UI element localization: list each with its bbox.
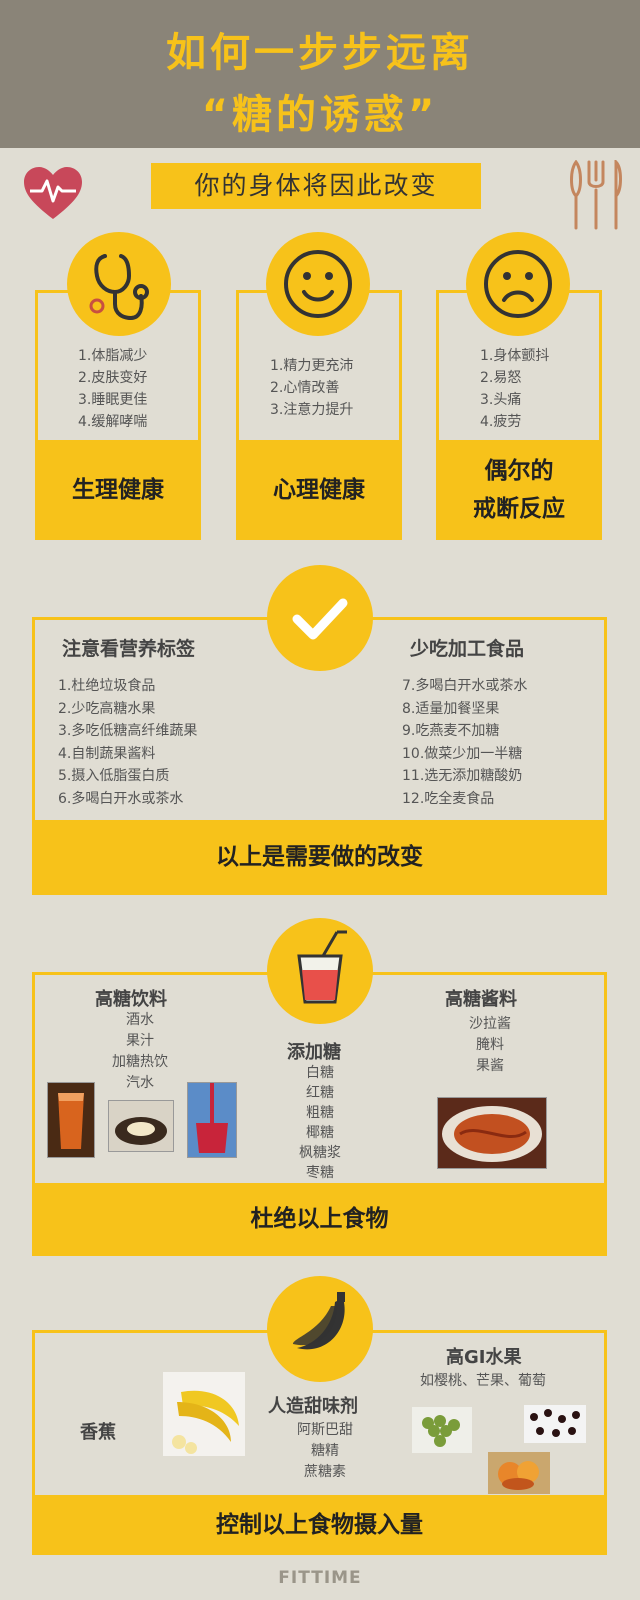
benefit-circle-1: [67, 232, 171, 336]
list-item: 阿斯巴甜: [297, 1422, 353, 1438]
list-item: 4.疲劳: [480, 414, 522, 430]
list-item: 2.易怒: [480, 370, 522, 386]
heart-pulse-icon: [22, 165, 84, 221]
list-item: 8.适量加餐坚果: [402, 700, 500, 717]
list-item: 沙拉酱: [469, 1016, 511, 1032]
sauces-list: 沙拉酱 腌料 果酱: [440, 1014, 540, 1077]
list-item: 3.睡眠更佳: [78, 392, 148, 408]
withdrawal-list: 1.身体颤抖 2.易怒 3.头痛 4.疲劳: [480, 345, 595, 433]
nutrition-label-title: 注意看营养标签: [62, 638, 196, 660]
processed-food-title: 少吃加工食品: [410, 638, 525, 660]
banana-photo: [163, 1372, 245, 1456]
list-item: 果汁: [126, 1033, 154, 1049]
list-item: 2.少吃高糖水果: [58, 700, 156, 717]
list-item: 1.杜绝垃圾食品: [58, 678, 156, 694]
grapes-photo: [412, 1407, 472, 1453]
stethoscope-icon: [89, 254, 149, 321]
subtitle-banner: 你的身体将因此改变: [151, 163, 481, 209]
changes-left-list: 1.杜绝垃圾食品 2.少吃高糖水果 3.多吃低糖高纤维蔬果 4.自制蔬果酱料 5…: [58, 675, 278, 810]
list-item: 4.缓解哮喘: [78, 414, 148, 430]
list-item: 3.头痛: [480, 392, 522, 408]
noodles-photo: [437, 1097, 547, 1169]
control-circle: [267, 1276, 373, 1382]
drink-cup-icon: [297, 930, 347, 1004]
hot-drink-photo: [108, 1100, 174, 1152]
list-item: 10.做菜少加一半糖: [402, 745, 523, 762]
list-item: 2.心情改善: [270, 380, 340, 396]
list-item: 6.多喝白开水或茶水: [58, 790, 184, 807]
sweetener-title: 人造甜味剂: [268, 1396, 358, 1417]
avoid-footer: 杜绝以上食物: [32, 1183, 607, 1256]
list-item: 11.选无添加糖酸奶: [402, 768, 523, 784]
list-item: 红糖: [306, 1085, 334, 1101]
list-item: 1.体脂减少: [78, 348, 148, 364]
list-item: 粗糖: [306, 1105, 334, 1121]
smile-icon: [284, 250, 352, 318]
list-item: 2.皮肤变好: [78, 370, 148, 386]
withdrawal-label-line2: 戒断反应: [473, 496, 565, 522]
high-gi-fruit-title: 高GI水果: [446, 1347, 522, 1368]
list-item: 果酱: [476, 1058, 504, 1074]
juice-photo: [47, 1082, 95, 1158]
list-item: 4.自制蔬果酱料: [58, 745, 156, 762]
changes-right-list: 7.多喝白开水或茶水 8.适量加餐坚果 9.吃燕麦不加糖 10.做菜少加一半糖 …: [402, 675, 602, 810]
benefit-circle-3: [466, 232, 570, 336]
list-item: 枫糖浆: [299, 1145, 341, 1161]
mango-photo: [488, 1452, 550, 1494]
withdrawal-label: 偶尔的 戒断反应: [436, 440, 602, 540]
list-item: 腌料: [476, 1037, 504, 1053]
sweetener-list: 阿斯巴甜 糖精 蔗糖素: [275, 1420, 375, 1483]
banana-label: 香蕉: [80, 1422, 116, 1443]
withdrawal-label-line1: 偶尔的: [484, 458, 554, 484]
page-title-line1: 如何一步步远离: [166, 30, 474, 76]
list-item: 5.摄入低脂蛋白质: [58, 768, 170, 784]
list-item: 加糖热饮: [112, 1054, 168, 1070]
list-item: 3.多吃低糖高纤维蔬果: [58, 723, 198, 739]
frown-icon: [484, 250, 552, 318]
high-gi-fruit-desc: 如樱桃、芒果、葡萄: [420, 1373, 546, 1389]
list-item: 酒水: [126, 1012, 154, 1028]
added-sugar-list: 白糖 红糖 粗糖 椰糖 枫糖浆 枣糖: [262, 1063, 378, 1183]
soda-photo: [187, 1082, 237, 1158]
sauces-title: 高糖酱料: [445, 989, 517, 1010]
list-item: 1.身体颤抖: [480, 348, 550, 364]
list-item: 糖精: [311, 1443, 339, 1459]
list-item: 汽水: [126, 1075, 154, 1091]
changes-footer: 以上是需要做的改变: [32, 820, 607, 895]
brand-logo: FITTIME: [278, 1568, 362, 1588]
benefit-circle-2: [266, 232, 370, 336]
list-item: 枣糖: [306, 1165, 334, 1181]
avoid-circle: [267, 918, 373, 1024]
list-item: 9.吃燕麦不加糖: [402, 723, 500, 739]
list-item: 椰糖: [306, 1125, 334, 1141]
page-title-line2: “糖的诱惑”: [201, 92, 439, 138]
physical-health-list: 1.体脂减少 2.皮肤变好 3.睡眠更佳 4.缓解哮喘: [78, 345, 198, 433]
changes-circle: [267, 565, 373, 671]
utensils-icon: [568, 158, 624, 230]
header-banner: [0, 0, 640, 148]
list-item: 蔗糖素: [304, 1464, 346, 1480]
physical-health-label: 生理健康: [35, 440, 201, 540]
drinks-title: 高糖饮料: [95, 989, 167, 1010]
cherries-photo: [524, 1405, 586, 1443]
list-item: 白糖: [306, 1065, 334, 1081]
list-item: 1.精力更充沛: [270, 358, 354, 374]
list-item: 3.注意力提升: [270, 402, 354, 418]
list-item: 12.吃全麦食品: [402, 790, 495, 807]
drinks-list: 酒水 果汁 加糖热饮 汽水: [80, 1010, 200, 1094]
mental-health-label: 心理健康: [236, 440, 402, 540]
checkmark-icon: [292, 598, 348, 640]
control-footer: 控制以上食物摄入量: [32, 1495, 607, 1555]
mental-health-list: 1.精力更充沛 2.心情改善 3.注意力提升: [270, 355, 395, 421]
list-item: 7.多喝白开水或茶水: [402, 678, 528, 694]
added-sugar-title: 添加糖: [287, 1042, 341, 1063]
banana-icon: [293, 1292, 345, 1350]
